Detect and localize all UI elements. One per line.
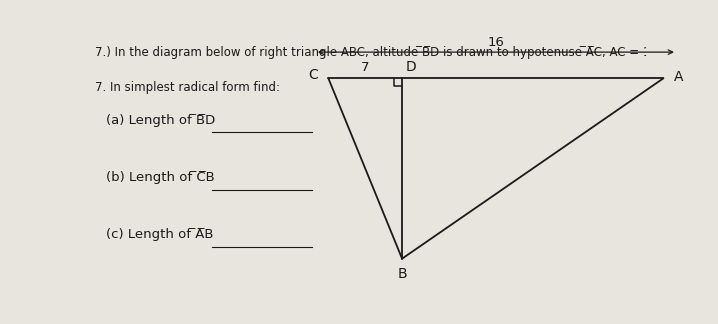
Text: 16: 16 [488,36,504,49]
Text: (a) Length of ̅B̅D: (a) Length of ̅B̅D [106,114,215,127]
Text: (c) Length of ̅A̅B: (c) Length of ̅A̅B [106,228,214,241]
Text: A: A [673,70,683,84]
Text: 7: 7 [361,61,370,74]
Text: 7.) In the diagram below of right triangle ABC, altitude ̅B̅D is drawn to hypote: 7.) In the diagram below of right triang… [95,46,718,59]
Text: (b) Length of ̅C̅B: (b) Length of ̅C̅B [106,171,215,184]
Text: B: B [397,267,407,282]
Text: D: D [406,60,416,74]
Text: C: C [309,68,318,82]
Text: 7. In simplest radical form find:: 7. In simplest radical form find: [95,81,280,94]
